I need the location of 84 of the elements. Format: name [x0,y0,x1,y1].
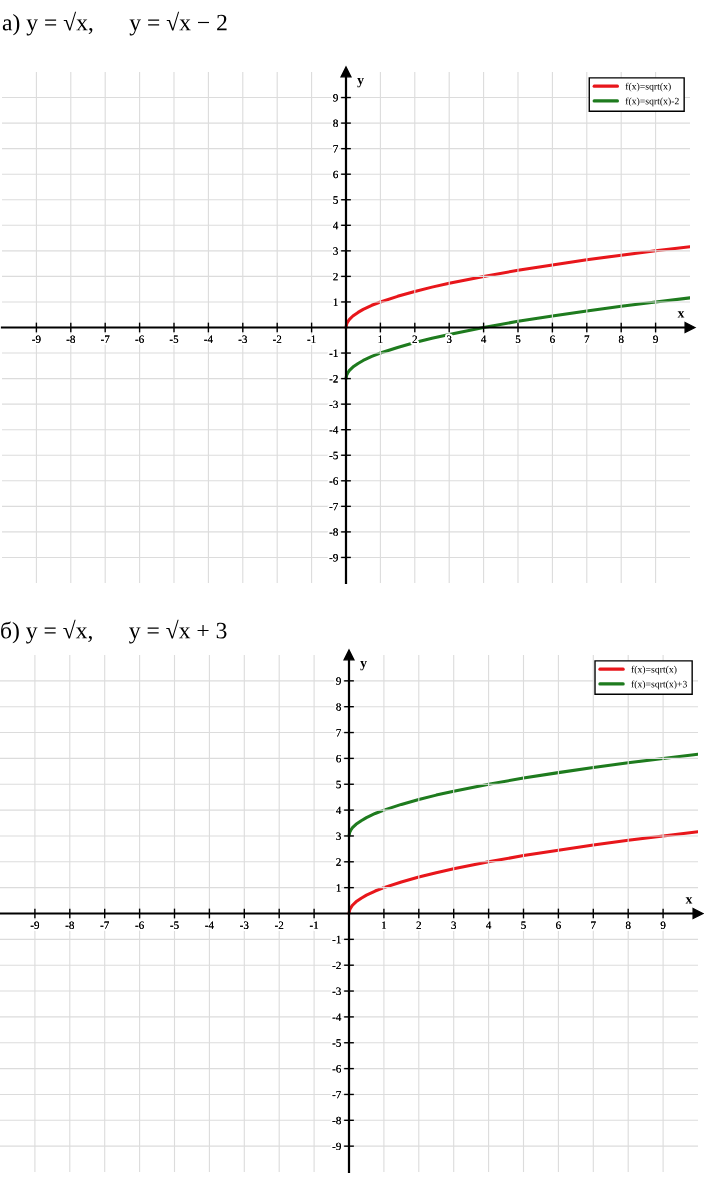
x-tick-label: -8 [65,921,74,929]
x-tick-label: -5 [170,921,179,929]
x-tick-label: -1 [309,921,319,929]
y-tick-label: 5 [333,196,338,204]
chart-title: б) y = √x, y = √x + 3 [1,619,227,644]
y-tick-label: -7 [329,502,339,511]
y-tick-label: 6 [333,170,339,179]
y-axis-title: y [357,78,364,88]
legend-label: f(x)=sqrt(x) [625,82,671,92]
y-tick-label: 3 [336,832,341,840]
y-tick-label: -1 [332,935,341,944]
x-tick-label: 9 [660,921,666,929]
y-tick-label: 7 [333,145,339,153]
x-tick-label: -4 [204,335,213,343]
y-tick-label: -2 [332,961,341,970]
y-tick-label: -6 [329,477,339,485]
x-tick-label: 6 [556,921,561,929]
x-tick-label: -2 [272,335,282,343]
y-tick-label: 1 [336,884,341,892]
x-tick-label: -8 [66,335,75,343]
y-tick-label: -6 [332,1065,342,1073]
y-tick-label: 8 [333,119,338,128]
y-tick-label: -1 [329,349,338,357]
y-tick-label: 5 [336,780,341,789]
x-tick-label: -9 [32,335,41,343]
y-tick-label: -3 [329,400,338,409]
x-tick-label: -1 [307,335,316,343]
x-tick-label: -5 [169,335,179,343]
legend-label: f(x)=sqrt(x)+3 [631,680,687,690]
y-tick-label: 4 [336,806,342,814]
x-tick-label: 4 [486,921,492,929]
y-tick-label: 3 [333,247,338,255]
x-tick-label: 7 [584,335,590,343]
y-tick-label: -5 [329,451,338,460]
y-tick-label: 4 [333,221,339,230]
x-tick-label: -3 [240,921,249,929]
y-tick-label: -3 [332,987,341,996]
x-tick-label: 9 [653,335,658,343]
x-tick-label: 8 [625,921,631,929]
chart-title: а) y = √x, y = √x − 2 [2,11,227,36]
legend-label: f(x)=sqrt(x) [631,665,677,675]
x-tick-label: 7 [591,921,596,929]
x-tick-label: -7 [100,921,110,929]
y-tick-label: -4 [332,1013,342,1021]
x-tick-label: -7 [100,335,110,343]
x-tick-label: -6 [135,335,144,343]
x-tick-label: 5 [521,921,526,929]
y-tick-label: 2 [336,858,341,866]
legend-label: f(x)=sqrt(x)-2 [625,97,679,107]
y-tick-label: -7 [332,1091,342,1099]
y-tick-label: 6 [336,754,342,763]
x-tick-label: 2 [416,921,421,929]
x-tick-label: -9 [30,921,40,929]
y-tick-label: -9 [329,553,338,562]
x-tick-label: 8 [618,335,624,343]
x-tick-label: 6 [550,335,555,343]
x-axis-title: x [685,897,693,904]
x-tick-label: 1 [382,921,387,929]
y-tick-label: 8 [336,703,341,711]
y-tick-label: 1 [333,298,338,306]
x-tick-label: 3 [451,921,457,929]
y-tick-label: -2 [329,375,338,383]
y-tick-label: 9 [333,94,338,102]
y-axis-title: y [360,661,367,671]
x-tick-label: -2 [274,921,284,929]
x-axis-title: x [677,311,685,318]
y-tick-label: -4 [329,426,339,434]
y-tick-label: -9 [332,1142,341,1151]
y-tick-label: 7 [336,729,342,737]
x-tick-label: 2 [412,335,417,343]
y-tick-label: 2 [333,272,338,281]
line-series [344,296,690,381]
x-tick-label: -6 [135,921,144,929]
x-tick-label: 3 [446,335,452,343]
y-tick-label: -5 [332,1039,341,1047]
x-tick-label: -3 [238,335,247,343]
x-tick-label: 4 [481,335,487,343]
y-tick-label: 9 [336,677,341,685]
x-tick-label: -4 [205,921,214,929]
x-tick-label: 5 [515,335,521,343]
line-series [347,752,698,838]
x-tick-label: 1 [378,335,383,343]
y-tick-label: -8 [329,528,338,536]
y-tick-label: -8 [332,1116,341,1125]
